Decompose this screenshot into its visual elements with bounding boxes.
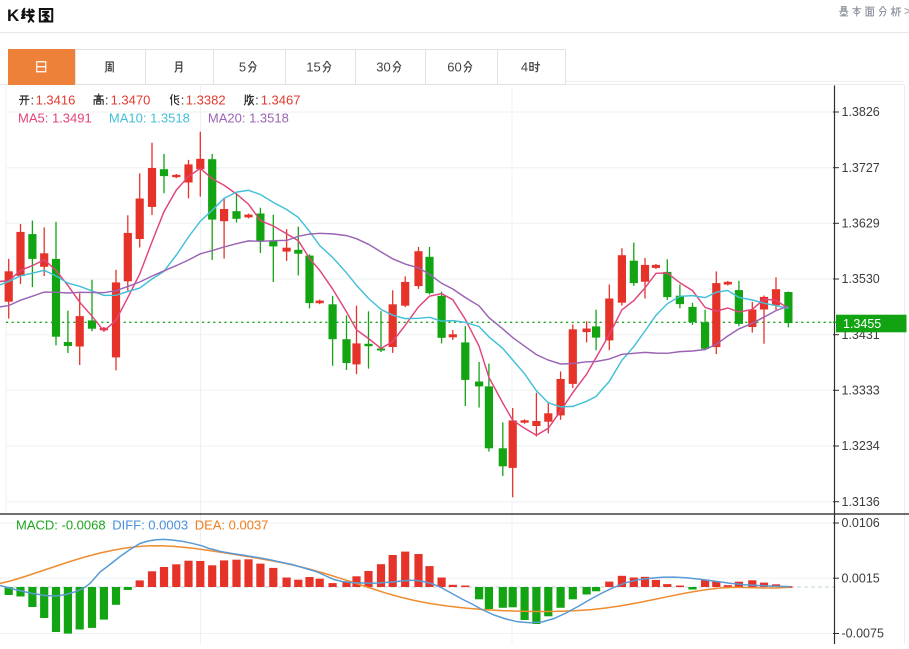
svg-text:1.3629: 1.3629 <box>842 217 880 231</box>
svg-text:1.3467: 1.3467 <box>261 93 301 108</box>
svg-text:1.3416: 1.3416 <box>36 93 76 108</box>
svg-text:1.3333: 1.3333 <box>842 384 880 398</box>
svg-text:60: 60 <box>447 60 461 75</box>
svg-text:DIFF: 0.0003: DIFF: 0.0003 <box>112 518 188 533</box>
svg-text:1.3727: 1.3727 <box>842 161 880 175</box>
svg-text::: : <box>105 93 109 108</box>
svg-text:30: 30 <box>376 60 390 75</box>
svg-text:-0.0075: -0.0075 <box>842 627 884 641</box>
svg-text:1.3530: 1.3530 <box>842 272 880 286</box>
svg-text:K: K <box>7 6 20 25</box>
svg-text:1.3234: 1.3234 <box>842 439 880 453</box>
svg-text:4: 4 <box>521 60 528 75</box>
svg-text::: : <box>255 93 259 108</box>
svg-text:1.3136: 1.3136 <box>842 495 880 509</box>
svg-text:1.3382: 1.3382 <box>186 93 226 108</box>
svg-text:MA10: 1.3518: MA10: 1.3518 <box>109 111 190 126</box>
svg-text:15: 15 <box>306 60 320 75</box>
svg-text:>: > <box>904 4 909 18</box>
svg-text:1.3455: 1.3455 <box>843 317 881 331</box>
svg-text::: : <box>31 93 35 108</box>
svg-text:MA5: 1.3491: MA5: 1.3491 <box>18 111 92 126</box>
svg-text:0.0106: 0.0106 <box>842 516 880 530</box>
svg-text:1.3470: 1.3470 <box>111 93 151 108</box>
svg-text:1.3826: 1.3826 <box>842 105 880 119</box>
svg-text:MA20: 1.3518: MA20: 1.3518 <box>208 111 289 126</box>
svg-text:DEA: 0.0037: DEA: 0.0037 <box>195 518 269 533</box>
svg-text::: : <box>181 93 185 108</box>
svg-text:MACD: -0.0068: MACD: -0.0068 <box>16 518 106 533</box>
svg-text:0.0015: 0.0015 <box>842 571 880 585</box>
svg-text:5: 5 <box>239 60 246 75</box>
